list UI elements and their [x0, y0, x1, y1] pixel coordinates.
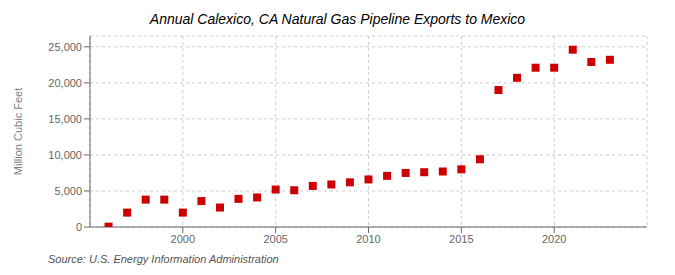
svg-text:2015: 2015: [449, 233, 473, 245]
svg-text:2005: 2005: [263, 233, 287, 245]
svg-text:25,000: 25,000: [48, 41, 82, 53]
svg-text:5,000: 5,000: [54, 185, 82, 197]
svg-text:20,000: 20,000: [48, 77, 82, 89]
svg-text:0: 0: [76, 221, 82, 233]
svg-text:2000: 2000: [171, 233, 195, 245]
svg-text:2020: 2020: [542, 233, 566, 245]
svg-text:Million Cubic Feet: Million Cubic Feet: [12, 88, 24, 175]
svg-text:15,000: 15,000: [48, 113, 82, 125]
svg-text:10,000: 10,000: [48, 149, 82, 161]
html-text:Annual Calexico, CA Natural Ga: Annual Calexico, CA Natural Gas Pipeline…: [149, 11, 526, 27]
svg-text:2010: 2010: [356, 233, 380, 245]
html-text:Source: U.S. Energy Informatio: Source: U.S. Energy Information Administ…: [48, 253, 279, 265]
